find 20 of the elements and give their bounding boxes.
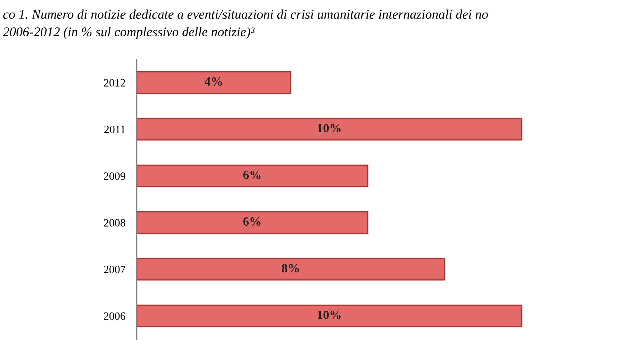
- y-tick-label: 2011: [104, 126, 126, 134]
- bar: [137, 72, 292, 94]
- data-label: 10%: [318, 124, 341, 133]
- y-tick-label: 2012: [104, 79, 126, 87]
- data-label: 6%: [244, 170, 261, 180]
- data-label: 10%: [318, 310, 341, 320]
- bar: [137, 118, 523, 141]
- y-tick-label: 2009: [104, 172, 126, 180]
- data-label: 4%: [204, 78, 222, 86]
- y-tick-label: 2008: [104, 219, 126, 227]
- y-tick-label: 2007: [104, 266, 126, 274]
- chart-title: co 1. Numero di notizie dedicate a eventi/situazioni di crisi umanitarie internazionali dei no: [4, 10, 488, 20]
- bar: [137, 164, 369, 188]
- data-label: 8%: [282, 264, 300, 273]
- bar: [137, 258, 446, 281]
- y-tick-label: 2006: [104, 312, 126, 320]
- bar: [137, 304, 523, 328]
- data-label: 6%: [244, 218, 261, 226]
- chart-subtitle: 2006-2012 (in % sul complessivo delle notizie)³: [3, 27, 255, 40]
- bar: [137, 212, 369, 234]
